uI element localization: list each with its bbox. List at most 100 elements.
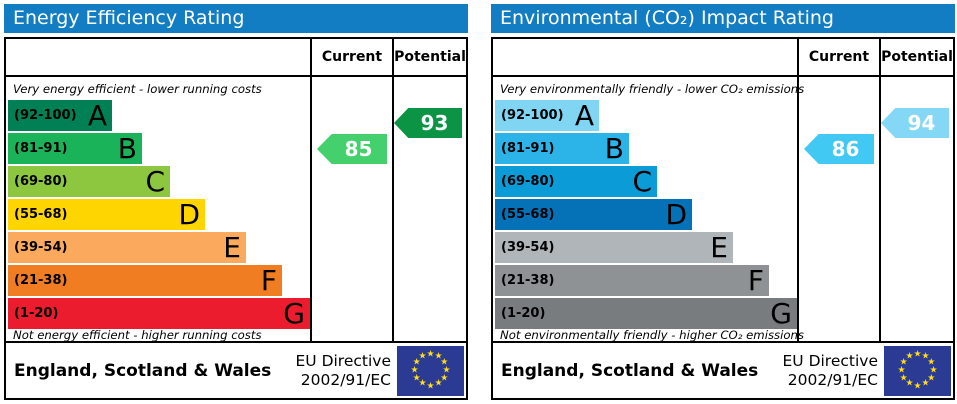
eu-flag-star: ★ <box>440 357 449 367</box>
eu-directive-label: EU Directive 2002/91/EC <box>783 352 879 390</box>
eu-flag-icon: ★ ★ ★ ★ ★ ★ ★ ★ ★ ★ ★ ★ <box>397 345 464 396</box>
band-letter: F <box>260 263 277 297</box>
energy-band-d: (55-68) D <box>8 199 205 230</box>
band-range: (92-100) <box>14 108 77 123</box>
environmental-header-row <box>493 39 953 77</box>
energy-rating-table: Current Potential Very energy efficient … <box>4 37 468 400</box>
eu-flag-star: ★ <box>426 349 435 359</box>
eu-flag-star: ★ <box>412 357 421 367</box>
band-letter: D <box>178 197 200 231</box>
band-range: (69-80) <box>501 174 555 189</box>
band-range: (55-68) <box>501 207 555 222</box>
energy-band-a: (92-100) A <box>8 100 112 131</box>
energy-top-note: Very energy efficient - lower running co… <box>13 82 262 96</box>
band-range: (69-80) <box>14 174 68 189</box>
environmental-potential-column-header: Potential <box>881 49 953 65</box>
environmental-footer: England, Scotland & Wales EU Directive 2… <box>493 341 953 398</box>
column-divider <box>392 39 394 341</box>
band-range: (21-38) <box>501 273 555 288</box>
region-label: England, Scotland & Wales <box>14 360 272 381</box>
energy-band-b: (81-91) B <box>8 133 142 164</box>
environmental-band-c: (69-80) C <box>495 166 657 197</box>
environmental-potential-arrow: 94 <box>881 108 949 138</box>
environmental-band-d: (55-68) D <box>495 199 692 230</box>
band-letter: F <box>747 263 764 297</box>
energy-band-c: (69-80) C <box>8 166 170 197</box>
environmental-panel-title: Environmental (CO₂) Impact Rating <box>491 4 955 33</box>
energy-current-arrow: 85 <box>317 134 387 164</box>
eu-flag-star: ★ <box>905 351 914 362</box>
band-letter: G <box>283 296 305 330</box>
band-letter: G <box>770 296 792 330</box>
column-divider <box>879 39 881 341</box>
environmental-impact-panel: Environmental (CO₂) Impact Rating Curren… <box>491 4 955 400</box>
band-range: (81-91) <box>14 141 68 156</box>
eu-flag-star: ★ <box>418 351 427 362</box>
eu-flag-star: ★ <box>913 381 922 391</box>
environmental-bottom-note: Not environmentally friendly - higher CO… <box>500 328 805 342</box>
eu-flag-star: ★ <box>426 381 435 391</box>
column-divider <box>310 39 312 341</box>
eu-flag-star: ★ <box>899 373 908 383</box>
environmental-top-note: Very environmentally friendly - lower CO… <box>500 82 805 96</box>
eu-directive-label: EU Directive 2002/91/EC <box>296 352 392 390</box>
eu-flag-star: ★ <box>921 351 930 362</box>
eu-flag-star: ★ <box>921 378 930 389</box>
band-range: (1-20) <box>501 306 546 321</box>
energy-current-column-header: Current <box>321 49 383 65</box>
energy-panel-title: Energy Efficiency Rating <box>4 4 468 33</box>
eu-directive-line2: 2002/91/EC <box>300 370 391 389</box>
eu-flag-star: ★ <box>897 365 906 375</box>
energy-band-f: (21-38) F <box>8 265 282 296</box>
environmental-band-f: (21-38) F <box>495 265 769 296</box>
eu-flag-star: ★ <box>905 378 914 389</box>
environmental-band-b: (81-91) B <box>495 133 629 164</box>
band-letter: C <box>632 164 652 198</box>
energy-potential-arrow: 93 <box>394 108 462 138</box>
eu-flag-star: ★ <box>440 373 449 383</box>
column-divider <box>797 39 799 341</box>
band-letter: A <box>87 98 107 132</box>
band-letter: B <box>604 131 624 165</box>
environmental-rating-table: Current Potential Very environmentally f… <box>491 37 955 400</box>
region-label: England, Scotland & Wales <box>501 360 759 381</box>
eu-flag-star: ★ <box>434 351 443 362</box>
environmental-band-a: (92-100) A <box>495 100 599 131</box>
band-range: (81-91) <box>501 141 555 156</box>
energy-footer: England, Scotland & Wales EU Directive 2… <box>6 341 466 398</box>
eu-flag-star: ★ <box>410 365 419 375</box>
energy-bottom-note: Not energy efficient - higher running co… <box>13 328 262 342</box>
eu-flag-star: ★ <box>927 373 936 383</box>
band-letter: A <box>574 98 594 132</box>
eu-flag-star: ★ <box>434 378 443 389</box>
eu-flag-star: ★ <box>899 357 908 367</box>
environmental-current-column-header: Current <box>808 49 870 65</box>
eu-directive-line1: EU Directive <box>782 351 879 370</box>
band-letter: E <box>710 230 728 264</box>
band-range: (55-68) <box>14 207 68 222</box>
band-range: (39-54) <box>14 240 68 255</box>
energy-header-row <box>6 39 466 77</box>
energy-band-e: (39-54) E <box>8 232 246 263</box>
environmental-band-e: (39-54) E <box>495 232 733 263</box>
eu-flag-star: ★ <box>927 357 936 367</box>
eu-flag-star: ★ <box>913 349 922 359</box>
energy-band-g: (1-20) G <box>8 298 310 329</box>
eu-flag-star: ★ <box>442 365 451 375</box>
eu-directive-line2: 2002/91/EC <box>787 370 878 389</box>
band-letter: E <box>223 230 241 264</box>
band-range: (92-100) <box>501 108 564 123</box>
band-range: (21-38) <box>14 273 68 288</box>
eu-flag-star: ★ <box>418 378 427 389</box>
eu-flag-star: ★ <box>412 373 421 383</box>
energy-potential-column-header: Potential <box>394 49 466 65</box>
band-range: (1-20) <box>14 306 59 321</box>
band-letter: B <box>117 131 137 165</box>
energy-efficiency-panel: Energy Efficiency Rating Current Potenti… <box>4 4 468 400</box>
band-letter: D <box>665 197 687 231</box>
environmental-current-arrow: 86 <box>804 134 874 164</box>
environmental-band-g: (1-20) G <box>495 298 797 329</box>
eu-directive-line1: EU Directive <box>295 351 392 370</box>
eu-flag-star: ★ <box>929 365 938 375</box>
eu-flag-icon: ★ ★ ★ ★ ★ ★ ★ ★ ★ ★ ★ ★ <box>884 345 951 396</box>
